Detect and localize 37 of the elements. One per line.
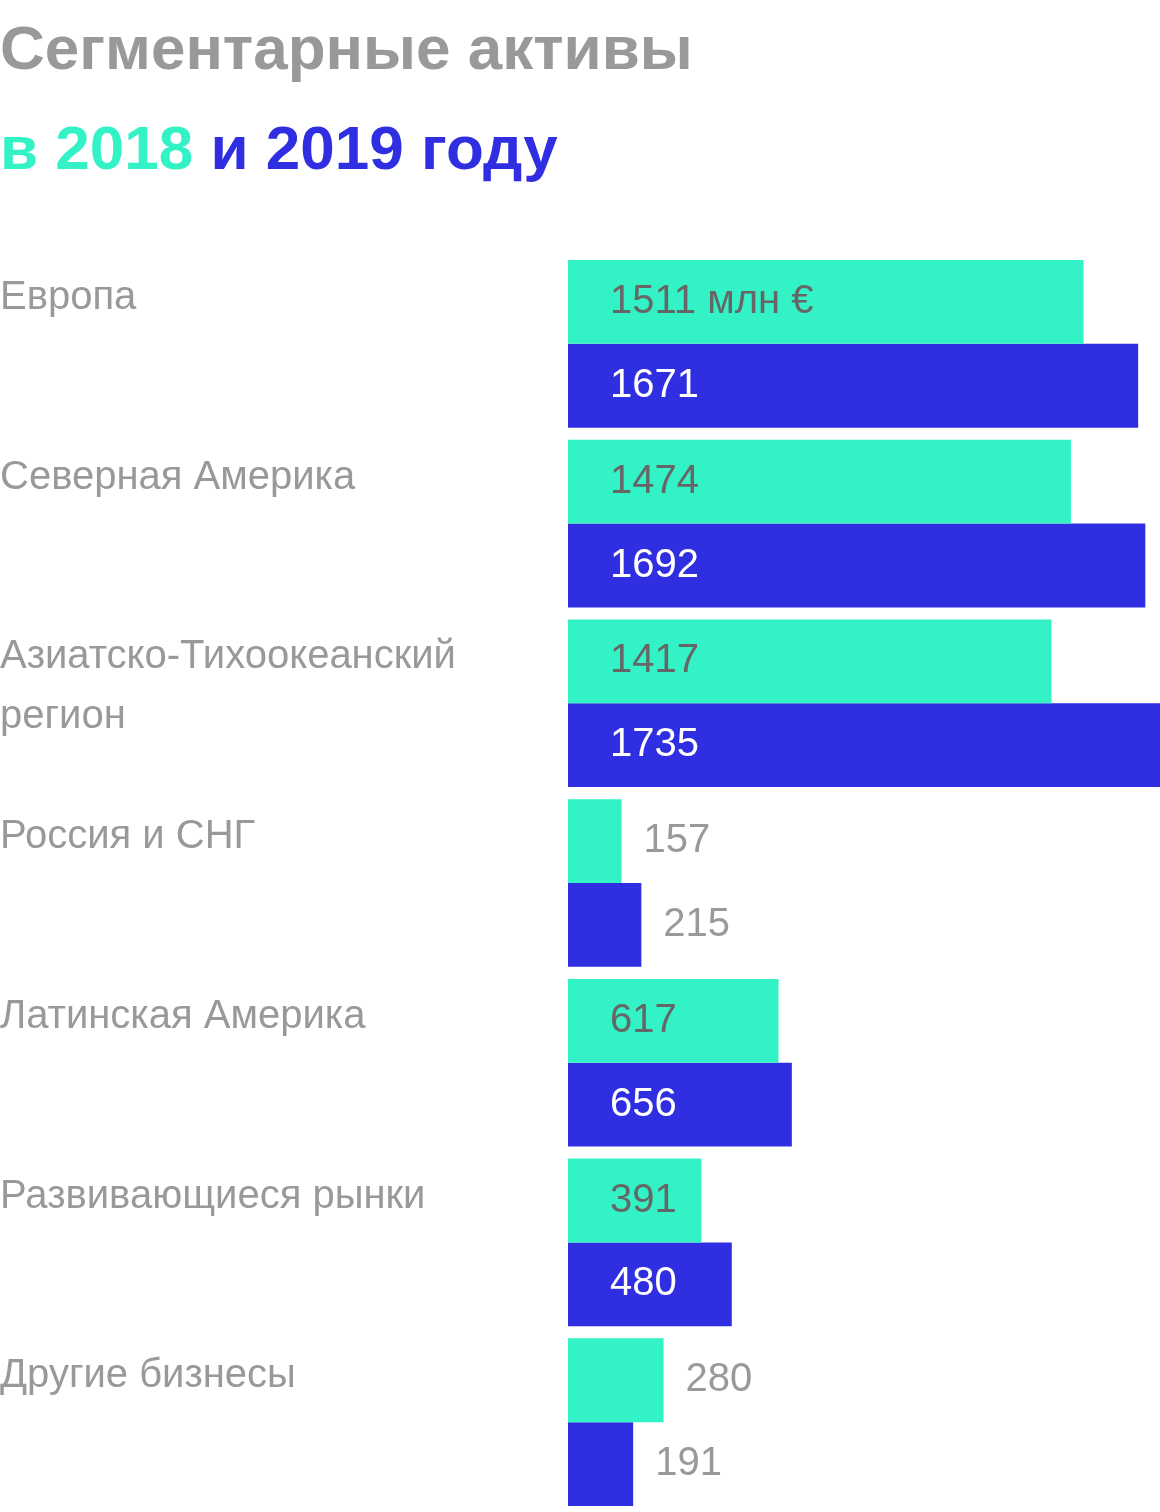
- data-label: 480: [610, 1259, 677, 1304]
- y-tick-label: Северная Америка: [0, 452, 356, 497]
- y-tick-label: Развивающиеся рынки: [0, 1171, 426, 1216]
- bar: [568, 799, 622, 883]
- bar: [568, 343, 1139, 428]
- bar: [568, 1422, 634, 1506]
- data-label: 1474: [610, 456, 699, 501]
- y-tick-label: Другие бизнесы: [0, 1351, 296, 1396]
- bar: [568, 439, 1071, 524]
- data-label: 617: [610, 995, 677, 1040]
- bar: [568, 1062, 792, 1147]
- data-label: 1735: [610, 720, 699, 765]
- data-label: 1692: [610, 540, 699, 585]
- data-label: 391: [610, 1175, 677, 1220]
- chart-title: Сегментарные активы: [0, 12, 693, 83]
- data-label: 215: [663, 899, 731, 944]
- chart-subtitle: в 2018 и 2019 году: [0, 113, 558, 182]
- bar: [568, 703, 1160, 788]
- bar: [568, 883, 642, 967]
- y-tick-label: Россия и СНГ: [0, 812, 256, 857]
- bar: [568, 619, 1052, 704]
- bar: [568, 523, 1146, 608]
- data-label: 1511 млн €: [610, 276, 814, 321]
- bar: [568, 1338, 664, 1423]
- bar: [568, 978, 779, 1063]
- bar: [568, 1242, 732, 1327]
- data-label: 1417: [610, 636, 699, 681]
- bar: [568, 1158, 702, 1243]
- data-label: 191: [655, 1439, 722, 1484]
- y-tick-label: Азиатско-Тихоокеанский регион: [0, 632, 456, 737]
- data-label: 280: [685, 1355, 753, 1400]
- data-label: 157: [643, 816, 711, 861]
- bar: [568, 260, 1084, 344]
- data-label: 1671: [610, 360, 699, 405]
- data-label: 656: [610, 1079, 677, 1124]
- y-tick-label: Европа: [0, 273, 138, 318]
- y-tick-label: Латинская Америка: [0, 991, 367, 1036]
